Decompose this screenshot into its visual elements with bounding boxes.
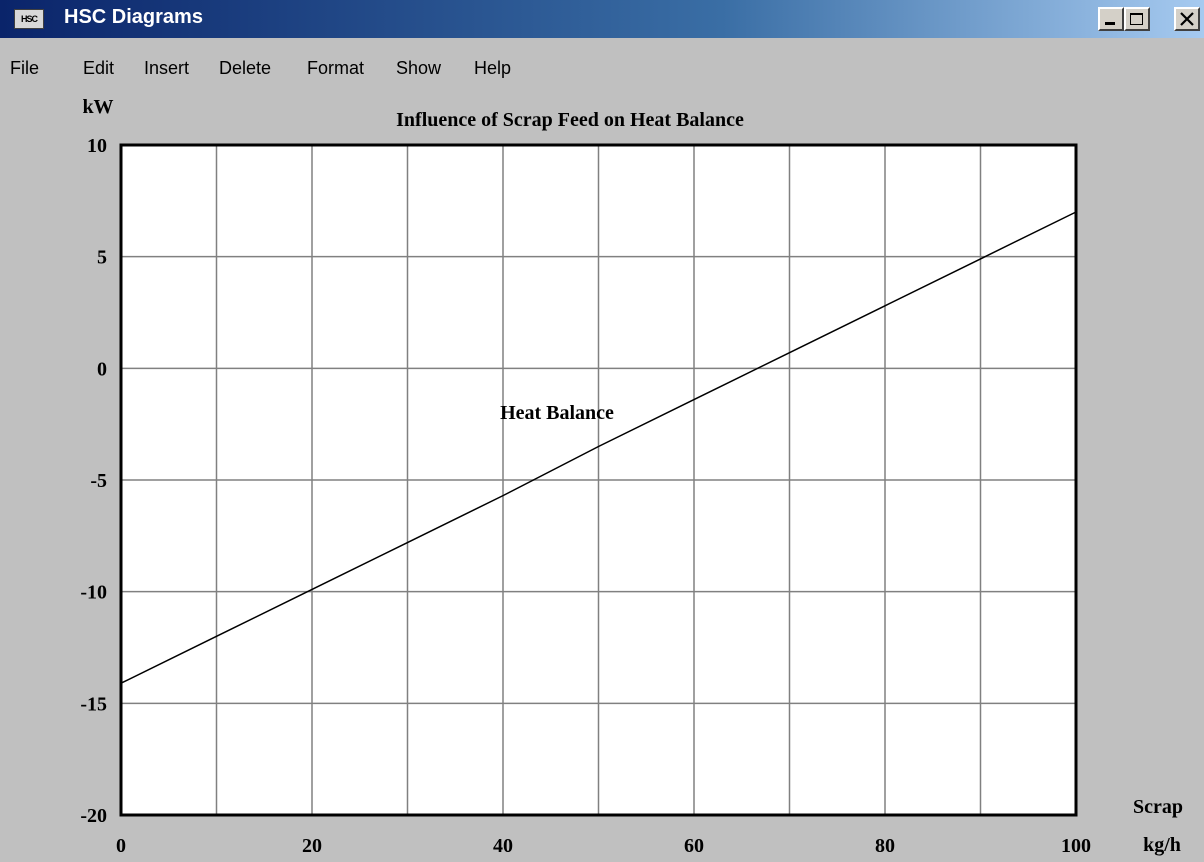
y-axis-label: kW — [82, 96, 113, 118]
chart-title: Influence of Scrap Feed on Heat Balance — [396, 109, 744, 131]
menu-file[interactable]: File — [10, 58, 40, 78]
x-tick-label: 0 — [116, 835, 126, 857]
maximize-button[interactable] — [1124, 7, 1150, 31]
y-tick-label: -15 — [80, 693, 107, 715]
plot-frame — [119, 143, 1078, 817]
series-line-heat-balance — [120, 211, 1077, 684]
window-title: HSC Diagrams — [64, 6, 203, 28]
x-axis-label-scrap: Scrap — [1133, 796, 1183, 818]
grid — [121, 145, 1076, 815]
menu-help[interactable]: Help — [474, 58, 512, 78]
y-tick-label: -20 — [80, 805, 107, 827]
menu-insert[interactable]: Insert — [144, 58, 190, 78]
maximize-icon — [1130, 13, 1143, 25]
menu-bar: File Edit Insert Delete Format Show Help — [0, 58, 1204, 92]
menu-show[interactable]: Show — [396, 58, 442, 78]
y-tick-label: -5 — [90, 470, 107, 492]
menu-delete[interactable]: Delete — [219, 58, 272, 78]
x-axis-label-unit: kg/h — [1143, 834, 1181, 856]
close-button[interactable] — [1174, 7, 1200, 31]
menu-edit[interactable]: Edit — [83, 58, 115, 78]
series-label-heat-balance: Heat Balance — [500, 402, 614, 424]
x-tick-label: 60 — [684, 835, 704, 857]
tick-labels: 0 20 40 60 80 100 10 5 0 -5 -10 -15 -20 — [80, 135, 1091, 857]
x-tick-label: 20 — [302, 835, 322, 857]
minimize-button[interactable] — [1098, 7, 1124, 31]
title-bar[interactable]: HSC HSC Diagrams — [0, 0, 1204, 38]
x-tick-label: 80 — [875, 835, 895, 857]
y-tick-label: -10 — [80, 582, 107, 604]
x-tick-label: 100 — [1061, 835, 1091, 857]
x-tick-label: 40 — [493, 835, 513, 857]
y-tick-label: 0 — [97, 358, 107, 380]
close-icon — [1180, 12, 1194, 26]
y-tick-label: 5 — [97, 247, 107, 269]
minimize-icon — [1105, 22, 1115, 25]
app-icon[interactable]: HSC — [14, 9, 44, 29]
menu-format[interactable]: Format — [307, 58, 365, 78]
y-tick-label: 10 — [87, 135, 107, 157]
series-layer — [120, 211, 1077, 684]
